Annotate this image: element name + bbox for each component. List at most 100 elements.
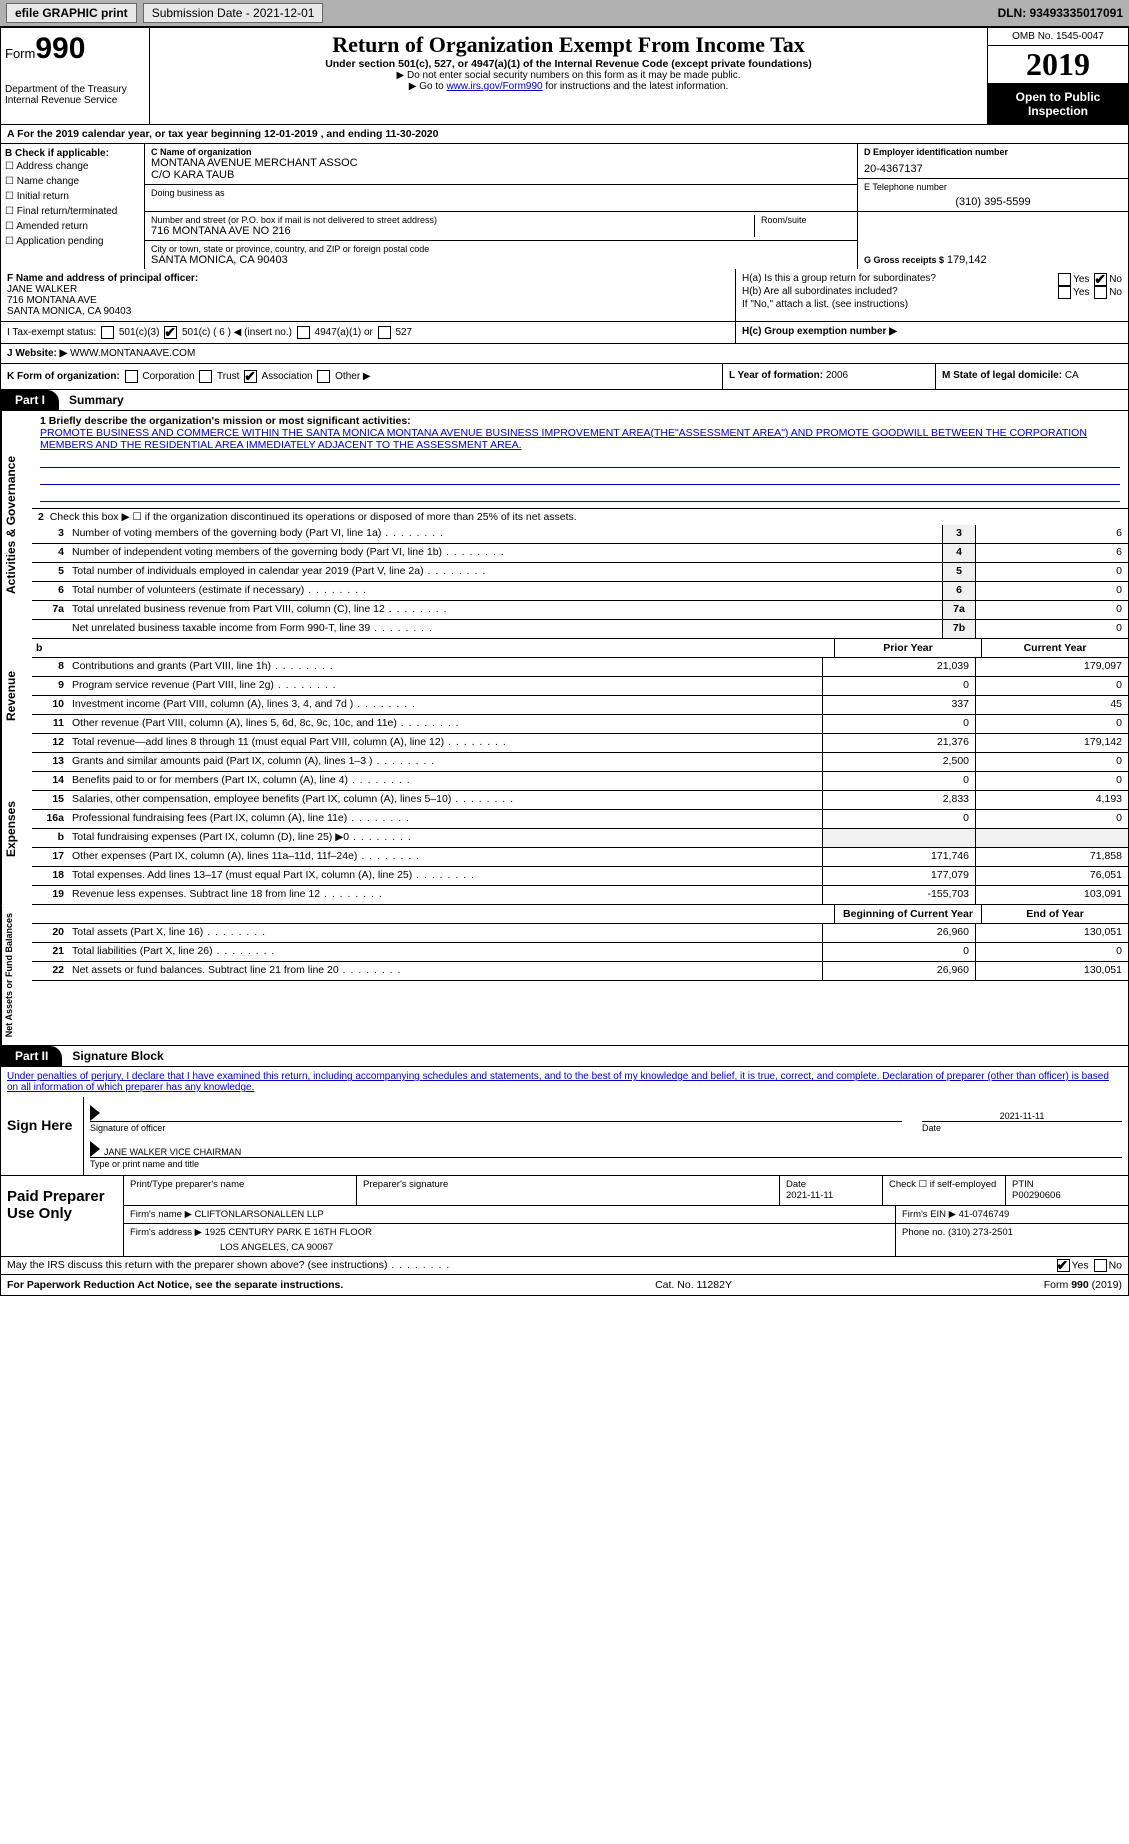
blank-line	[40, 487, 1120, 502]
beginning-year-header: Beginning of Current Year	[834, 905, 981, 923]
website-value: WWW.MONTANAAVE.COM	[70, 348, 195, 359]
sig-date-label: Date	[922, 1123, 1122, 1133]
signature-declaration: Under penalties of perjury, I declare th…	[1, 1067, 1128, 1097]
ptin-value: P00290606	[1012, 1190, 1122, 1201]
addr-label: Number and street (or P.O. box if mail i…	[151, 215, 754, 225]
table-row: Net unrelated business taxable income fr…	[32, 620, 1128, 639]
lines-na-container: 20Total assets (Part X, line 16)26,96013…	[32, 924, 1128, 981]
box-c: C Name of organization MONTANA AVENUE ME…	[145, 144, 857, 269]
i-527-checkbox[interactable]	[378, 326, 391, 339]
current-year-amt: 0	[975, 753, 1128, 771]
firm-name: CLIFTONLARSONALLEN LLP	[195, 1209, 324, 1220]
ha-yes-checkbox[interactable]	[1058, 273, 1071, 286]
line-num: 18	[32, 867, 68, 885]
k-trust-checkbox[interactable]	[199, 370, 212, 383]
chk-address-change[interactable]: ☐ Address change	[5, 159, 140, 174]
lines-exp-container: 13Grants and similar amounts paid (Part …	[32, 753, 1128, 905]
revenue-section: Revenue b Prior Year Current Year 8Contr…	[1, 639, 1128, 753]
current-year-amt: 0	[975, 943, 1128, 961]
side-label-ag: Activities & Governance	[1, 411, 32, 639]
k-assoc-checkbox[interactable]	[244, 370, 257, 383]
box-k: K Form of organization: Corporation Trus…	[1, 364, 722, 389]
prior-year-amt: 26,960	[822, 924, 975, 942]
current-year-amt: 0	[975, 677, 1128, 695]
line-amt: 0	[975, 582, 1128, 600]
ha-no-checkbox[interactable]	[1094, 273, 1107, 286]
line-num: 21	[32, 943, 68, 961]
line-desc: Revenue less expenses. Subtract line 18 …	[68, 886, 822, 904]
table-row: 15Salaries, other compensation, employee…	[32, 791, 1128, 810]
line-2: 2 Check this box ▶ ☐ if the organization…	[32, 509, 1128, 525]
table-row: 21Total liabilities (Part X, line 26)00	[32, 943, 1128, 962]
blank-line	[40, 453, 1120, 468]
line-box: 5	[942, 563, 975, 581]
chk-application-pending[interactable]: ☐ Application pending	[5, 234, 140, 249]
line-desc: Total liabilities (Part X, line 26)	[68, 943, 822, 961]
line-box: 4	[942, 544, 975, 562]
phone-label: E Telephone number	[864, 182, 1122, 192]
line-desc: Grants and similar amounts paid (Part IX…	[68, 753, 822, 771]
efile-print-button[interactable]: efile GRAPHIC print	[6, 3, 137, 23]
irs-label: Internal Revenue Service	[5, 95, 145, 106]
row-a-tax-year: A For the 2019 calendar year, or tax yea…	[1, 125, 1128, 144]
table-row: 18Total expenses. Add lines 13–17 (must …	[32, 867, 1128, 886]
side-label-expenses: Expenses	[1, 753, 32, 905]
discuss-yes-checkbox[interactable]	[1057, 1259, 1070, 1272]
header-right: OMB No. 1545-0047 2019 Open to PublicIns…	[987, 28, 1128, 124]
self-employed-check[interactable]: Check ☐ if self-employed	[883, 1176, 1006, 1205]
chk-amended-return[interactable]: ☐ Amended return	[5, 219, 140, 234]
firm-phone: (310) 273-2501	[948, 1227, 1013, 1238]
sig-name: JANE WALKER VICE CHAIRMAN	[104, 1147, 241, 1157]
prior-year-amt: 0	[822, 810, 975, 828]
hb-yes-checkbox[interactable]	[1058, 286, 1071, 299]
discuss-no-checkbox[interactable]	[1094, 1259, 1107, 1272]
line-desc: Total number of individuals employed in …	[68, 563, 942, 581]
gross-receipts-label: G Gross receipts $	[864, 255, 944, 265]
box-i: I Tax-exempt status: 501(c)(3) 501(c) ( …	[1, 322, 736, 343]
line-num: 11	[32, 715, 68, 733]
i-4947-checkbox[interactable]	[297, 326, 310, 339]
i-501c-checkbox[interactable]	[164, 326, 177, 339]
form-prefix: Form	[5, 46, 35, 61]
current-year-amt: 76,051	[975, 867, 1128, 885]
table-row: 13Grants and similar amounts paid (Part …	[32, 753, 1128, 772]
signature-block: Under penalties of perjury, I declare th…	[1, 1067, 1128, 1176]
line-num: 15	[32, 791, 68, 809]
chk-name-change[interactable]: ☐ Name change	[5, 174, 140, 189]
line-num: 16a	[32, 810, 68, 828]
mission-text-link[interactable]: PROMOTE BUSINESS AND COMMERCE WITHIN THE…	[40, 427, 1087, 451]
line-desc: Total fundraising expenses (Part IX, col…	[68, 829, 822, 847]
h-b-label: H(b) Are all subordinates included?	[742, 286, 898, 299]
k-other-checkbox[interactable]	[317, 370, 330, 383]
firm-addr-2: LOS ANGELES, CA 90067	[130, 1238, 889, 1253]
tax-year: 2019	[988, 46, 1128, 84]
line-desc: Total expenses. Add lines 13–17 (must eq…	[68, 867, 822, 885]
current-year-amt: 0	[975, 772, 1128, 790]
hb-no-checkbox[interactable]	[1094, 286, 1107, 299]
current-year-amt	[975, 829, 1128, 847]
k-corp-checkbox[interactable]	[125, 370, 138, 383]
cat-number: Cat. No. 11282Y	[655, 1279, 732, 1291]
current-year-amt: 0	[975, 810, 1128, 828]
dln-label: DLN: 93493335017091	[998, 6, 1123, 20]
instructions-link[interactable]: www.irs.gov/Form990	[446, 81, 542, 92]
table-row: 19Revenue less expenses. Subtract line 1…	[32, 886, 1128, 905]
chk-initial-return[interactable]: ☐ Initial return	[5, 189, 140, 204]
i-501c3-checkbox[interactable]	[101, 326, 114, 339]
line-box: 7b	[942, 620, 975, 638]
current-year-amt: 179,142	[975, 734, 1128, 752]
table-row: 3Number of voting members of the governi…	[32, 525, 1128, 544]
declaration-link[interactable]: Under penalties of perjury, I declare th…	[7, 1071, 1109, 1093]
table-row: 9Program service revenue (Part VIII, lin…	[32, 677, 1128, 696]
line-num: 3	[32, 525, 68, 543]
line-num: 20	[32, 924, 68, 942]
prior-year-amt: -155,703	[822, 886, 975, 904]
chk-final-return[interactable]: ☐ Final return/terminated	[5, 204, 140, 219]
mission-label: 1 Briefly describe the organization's mi…	[40, 415, 1120, 427]
line-desc: Investment income (Part VIII, column (A)…	[68, 696, 822, 714]
ptin-label: PTIN	[1012, 1179, 1122, 1190]
activities-governance-section: Activities & Governance 1 Briefly descri…	[1, 411, 1128, 639]
line-desc: Other expenses (Part IX, column (A), lin…	[68, 848, 822, 866]
prior-year-amt: 171,746	[822, 848, 975, 866]
form-note-1: ▶ Do not enter social security numbers o…	[158, 70, 979, 81]
